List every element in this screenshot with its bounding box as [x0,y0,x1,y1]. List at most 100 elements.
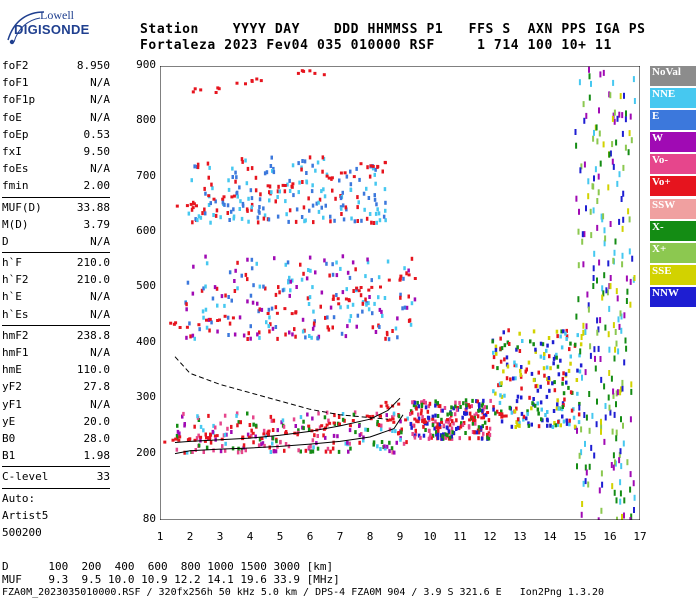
echo-point [355,324,358,329]
echo-point [539,384,542,389]
echo-point [608,151,611,158]
param-value: 0.53 [83,127,111,141]
echo-point [384,336,387,341]
trace-point [230,195,234,199]
echo-point [257,209,261,214]
echo-point [307,302,311,306]
echo-point [536,401,539,406]
echo-point [629,416,632,423]
echo-point [331,262,334,267]
echo-point [337,415,341,419]
echo-point [602,69,605,76]
echo-point [311,203,315,208]
trace-point [327,176,331,180]
echo-point [380,309,383,314]
trace-point [260,437,264,441]
echo-point [316,434,319,438]
echo-point [600,376,603,383]
echo-point [611,483,614,490]
echo-point [291,163,295,168]
divider [2,196,110,198]
echo-point [633,507,635,513]
trace-point [199,88,203,92]
echo-point [246,411,249,416]
echo-point [375,202,378,207]
echo-point [539,354,543,359]
echo-point [583,231,586,238]
echo-point [556,364,560,369]
echo-point [593,452,596,459]
echo-point [289,279,292,284]
param-value: 20.0 [83,414,111,428]
echo-point [478,408,482,413]
echo-point [577,228,580,235]
echo-point [441,408,444,413]
echo-point [308,295,312,300]
echo-point [293,327,296,332]
echo-point [275,439,278,444]
trace-point [376,165,380,169]
trace-point [290,312,294,316]
echo-point [568,422,571,427]
echo-point [447,429,451,434]
echo-point [578,452,581,459]
echo-point [204,254,207,259]
echo-point [608,404,611,411]
trace-point [193,438,197,442]
echo-point [252,283,255,288]
echo-point [477,430,481,435]
echo-point [495,409,499,414]
echo-point [227,295,230,299]
echo-point [609,92,612,99]
echo-point [580,334,583,340]
echo-point [272,449,276,454]
echo-point [624,144,627,151]
echo-point [628,248,631,255]
echo-point [618,323,621,330]
echo-point [236,423,239,428]
echo-point [356,219,359,223]
echo-point [621,252,624,259]
trace-point [231,316,235,320]
echo-point [269,414,273,419]
echo-point [588,391,591,397]
trace-point [266,184,270,188]
echo-point [223,303,226,308]
echo-point [579,348,582,355]
echo-point [378,325,381,329]
param-value: 9.50 [83,144,111,158]
echo-point [602,141,605,148]
echo-point [232,216,235,221]
echo-point [399,292,402,297]
echo-point [291,332,294,337]
echo-point [629,278,632,285]
echo-point [235,411,239,416]
echo-point [551,425,555,429]
echo-point [423,418,426,423]
echo-point [526,411,529,416]
echo-point [477,425,481,430]
echo-point [588,73,591,80]
echo-point [234,179,237,184]
echo-point [595,421,598,428]
echo-point [516,423,519,428]
echo-point [437,424,440,429]
trace-point [290,184,294,188]
echo-point [209,440,213,445]
divider [2,324,110,326]
echo-point [343,418,346,423]
echo-point [561,405,564,409]
echo-point [459,405,462,409]
echo-point [615,401,617,408]
trace-point [391,417,395,421]
echo-point [515,363,518,368]
echo-point [183,422,186,426]
echo-point [185,302,188,307]
echo-point [377,423,381,428]
echo-point [461,423,465,427]
echo-point [329,449,332,454]
echo-point [302,205,306,210]
echo-point [329,305,333,310]
echo-point [521,339,524,343]
echo-point [226,426,229,431]
